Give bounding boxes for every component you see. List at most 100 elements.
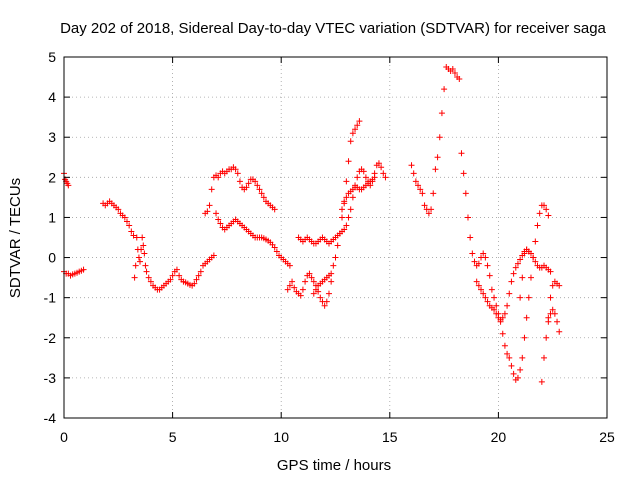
data-point (510, 370, 517, 377)
data-point (354, 174, 361, 181)
x-axis-label: GPS time / hours (277, 457, 391, 474)
data-point (506, 354, 513, 361)
data-point (213, 210, 220, 217)
data-point (336, 230, 343, 237)
data-point (271, 206, 278, 213)
data-point (289, 278, 296, 285)
data-point (556, 328, 563, 335)
data-point (123, 218, 130, 225)
data-point (484, 298, 491, 305)
data-point (428, 206, 435, 213)
data-point (378, 164, 385, 171)
y-tick-label: 5 (48, 49, 56, 65)
data-point (501, 310, 508, 317)
data-point (356, 118, 363, 125)
data-point (519, 354, 526, 361)
data-point (508, 362, 515, 369)
data-point (206, 202, 213, 209)
data-point (252, 178, 259, 185)
data-point (258, 190, 265, 197)
data-point (306, 270, 313, 277)
data-point (371, 174, 378, 181)
y-tick-label: 4 (48, 89, 56, 105)
data-point (514, 260, 521, 267)
data-point (138, 246, 145, 253)
data-point (193, 276, 200, 283)
x-tick-label: 0 (60, 429, 68, 445)
data-point (430, 190, 437, 197)
data-point (204, 208, 211, 215)
data-point (441, 86, 448, 93)
data-point (438, 110, 445, 117)
data-point (451, 70, 458, 77)
data-point (80, 266, 87, 273)
data-point (501, 342, 508, 349)
data-point (291, 284, 298, 291)
data-point (141, 250, 148, 257)
y-tick-label: 3 (48, 129, 56, 145)
data-point (508, 278, 515, 285)
data-point (521, 250, 528, 257)
data-point (345, 214, 352, 221)
data-point (345, 158, 352, 165)
data-point (325, 290, 332, 297)
data-point (532, 238, 539, 245)
data-point (310, 278, 317, 285)
data-point (382, 174, 389, 181)
data-point (360, 168, 367, 175)
data-point (302, 278, 309, 285)
data-point (530, 254, 537, 261)
data-point (408, 162, 415, 169)
data-point (488, 286, 495, 293)
data-point (517, 294, 524, 301)
data-point (133, 234, 140, 241)
chart-title: Day 202 of 2018, Sidereal Day-to-day VTE… (60, 20, 606, 37)
data-point (417, 186, 424, 193)
data-point (140, 242, 147, 249)
data-points (61, 64, 563, 385)
data-point (504, 350, 511, 357)
data-point (362, 174, 369, 181)
data-point (436, 134, 443, 141)
data-point (380, 170, 387, 177)
data-point (347, 206, 354, 213)
data-point (349, 194, 356, 201)
data-point (284, 286, 291, 293)
data-point (254, 182, 261, 189)
data-point (547, 294, 554, 301)
y-tick-labels: -4 -3 -2 -1 0 1 2 3 4 5 (44, 49, 57, 426)
data-point (467, 234, 474, 241)
data-point (480, 250, 487, 257)
data-point (128, 228, 135, 235)
data-point (343, 194, 350, 201)
y-tick-label: 0 (48, 250, 56, 266)
data-point (341, 200, 348, 207)
data-point (173, 266, 180, 273)
data-point (299, 286, 306, 293)
data-point (317, 294, 324, 301)
axes-frame (63, 56, 608, 419)
data-point (121, 214, 128, 221)
data-point (217, 220, 224, 227)
data-point (523, 314, 530, 321)
data-point (65, 182, 72, 189)
data-point (491, 294, 498, 301)
data-point (547, 268, 554, 275)
x-tick-label: 20 (491, 429, 507, 445)
data-point (243, 184, 250, 191)
data-point (532, 258, 539, 265)
data-point (534, 222, 541, 229)
data-point (167, 276, 174, 283)
data-point (132, 262, 139, 269)
data-point (432, 166, 439, 173)
data-point (471, 258, 478, 265)
data-point (273, 248, 280, 255)
data-point (541, 202, 548, 209)
data-point (491, 306, 498, 313)
data-point (456, 76, 463, 83)
data-point (332, 254, 339, 261)
data-point (517, 366, 524, 373)
data-point (210, 252, 217, 259)
data-point (475, 260, 482, 267)
